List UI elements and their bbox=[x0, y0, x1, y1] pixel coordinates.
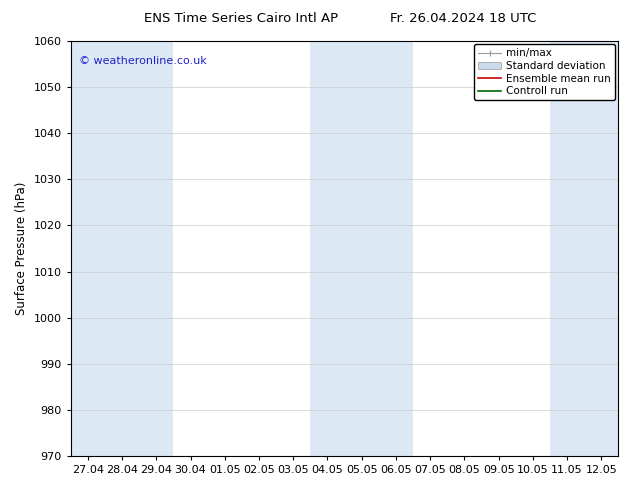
Bar bbox=[139, 41, 174, 456]
Bar bbox=[585, 41, 619, 456]
Text: Fr. 26.04.2024 18 UTC: Fr. 26.04.2024 18 UTC bbox=[390, 12, 536, 25]
Bar bbox=[379, 41, 413, 456]
Text: © weatheronline.co.uk: © weatheronline.co.uk bbox=[79, 55, 207, 66]
Bar bbox=[550, 41, 585, 456]
Bar bbox=[345, 41, 379, 456]
Legend: min/max, Standard deviation, Ensemble mean run, Controll run: min/max, Standard deviation, Ensemble me… bbox=[474, 44, 616, 100]
Bar bbox=[71, 41, 105, 456]
Y-axis label: Surface Pressure (hPa): Surface Pressure (hPa) bbox=[15, 182, 28, 315]
Bar bbox=[311, 41, 345, 456]
Text: ENS Time Series Cairo Intl AP: ENS Time Series Cairo Intl AP bbox=[144, 12, 338, 25]
Bar bbox=[105, 41, 139, 456]
